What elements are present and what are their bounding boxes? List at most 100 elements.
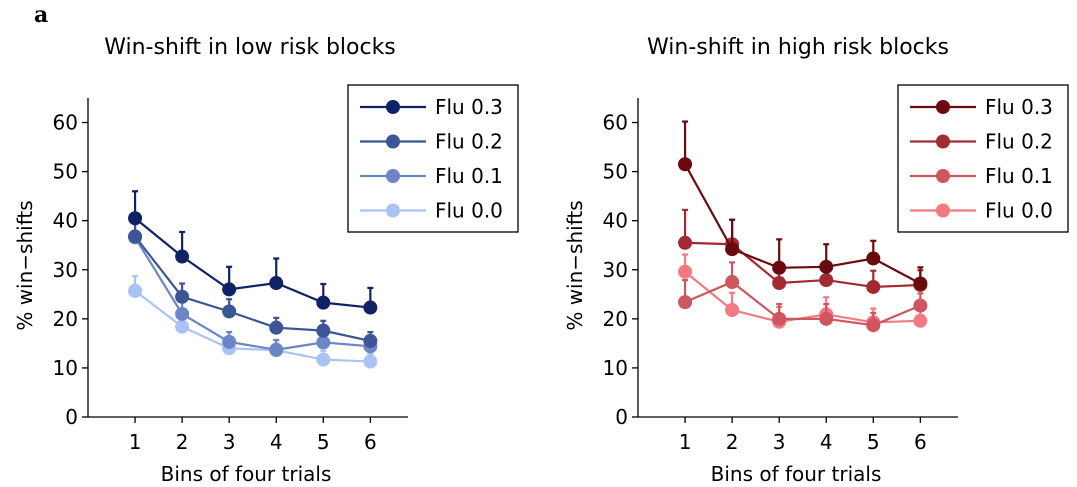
- data-point: [866, 318, 881, 333]
- series-line: [684, 163, 921, 285]
- y-tick-label: 30: [53, 258, 78, 282]
- series-line: [685, 241, 921, 289]
- data-point: [269, 276, 284, 291]
- data-point: [363, 300, 378, 315]
- legend-marker: [386, 134, 400, 149]
- legend-label: Flu 0.1: [985, 164, 1053, 188]
- x-tick-label: 3: [223, 430, 236, 454]
- x-axis-label: Bins of four trials: [711, 462, 882, 486]
- x-tick-label: 1: [679, 430, 692, 454]
- data-point: [363, 354, 378, 369]
- legend-box: [897, 84, 1069, 233]
- y-tick-label: 30: [603, 258, 628, 282]
- data-point: [725, 242, 740, 257]
- data-point: [175, 249, 190, 264]
- y-tick-label: 10: [53, 356, 78, 380]
- y-tick-label: 60: [603, 111, 628, 135]
- legend: Flu 0.3 Flu 0.2 Flu 0.1 Flu 0.0: [347, 84, 519, 233]
- legend-entry: Flu 0.1: [910, 164, 1053, 188]
- data-point: [913, 276, 928, 291]
- data-point: [819, 259, 834, 274]
- data-point: [678, 157, 693, 172]
- x-tick-label: 3: [773, 430, 786, 454]
- data-point: [678, 264, 693, 279]
- data-point: [678, 235, 693, 250]
- legend-marker: [386, 169, 400, 183]
- legend-label: Flu 0.2: [435, 130, 503, 154]
- data-point: [316, 323, 331, 338]
- legend-label: Flu 0.0: [985, 199, 1053, 223]
- data-point: [772, 311, 787, 326]
- data-point: [269, 342, 284, 357]
- legend-entry: Flu 0.3: [910, 95, 1053, 119]
- y-axis-label: % win−shifts: [563, 200, 587, 330]
- data-point: [725, 275, 740, 290]
- chart-high-risk: Win-shift in high risk blocks 0 10 20 30 40 50…: [563, 35, 1069, 486]
- data-point: [128, 211, 143, 226]
- series-line: [684, 280, 921, 327]
- data-point: [128, 229, 143, 244]
- x-axis-label: Bins of four trials: [161, 462, 332, 486]
- data-point: [678, 295, 693, 310]
- x-tick-label: 2: [176, 430, 189, 454]
- legend-entry: Flu 0.1: [360, 164, 503, 188]
- x-tick-label: 6: [914, 430, 927, 454]
- series-line: [134, 217, 371, 309]
- panel-label: a: [34, 2, 49, 28]
- x-tick-label: 5: [317, 430, 330, 454]
- series-flu-0-2: [128, 215, 378, 348]
- chart-title: Win-shift in high risk blocks: [647, 35, 949, 60]
- data-point: [316, 352, 331, 367]
- data-point: [269, 320, 284, 335]
- data-point: [175, 306, 190, 321]
- legend-entry: Flu 0.3: [360, 95, 503, 119]
- legend-label: Flu 0.3: [435, 95, 503, 119]
- data-point: [316, 295, 331, 310]
- y-tick-label: 20: [53, 307, 78, 331]
- data-point: [222, 304, 237, 319]
- series-flu-0-2: [678, 208, 928, 294]
- data-point: [772, 276, 787, 291]
- series-line: [684, 270, 921, 324]
- legend-entry: Flu 0.0: [910, 199, 1053, 223]
- legend-label: Flu 0.0: [435, 199, 503, 223]
- y-tick-label: 0: [65, 405, 78, 429]
- legend-box: [347, 84, 519, 233]
- x-tick-label: 1: [129, 430, 142, 454]
- legend-entry: Flu 0.2: [360, 130, 503, 154]
- data-point: [128, 283, 143, 298]
- y-tick-label: 50: [603, 160, 628, 184]
- series-line: [134, 235, 371, 343]
- legend-entry: Flu 0.0: [360, 199, 503, 223]
- series-flu-0-1: [128, 219, 378, 357]
- y-tick-label: 40: [53, 209, 78, 233]
- legend-marker: [386, 203, 400, 218]
- data-point: [819, 311, 834, 326]
- x-tick-label: 2: [726, 430, 739, 454]
- series-flu-0-3: [678, 120, 928, 291]
- y-tick-label: 10: [603, 356, 628, 380]
- y-tick-label: 0: [615, 405, 628, 429]
- legend-label: Flu 0.3: [985, 95, 1053, 119]
- series-flu-0-1: [678, 261, 928, 333]
- x-tick-label: 4: [270, 430, 283, 454]
- legend-label: Flu 0.1: [435, 164, 503, 188]
- x-tick-label: 6: [364, 430, 377, 454]
- data-point: [363, 333, 378, 348]
- y-tick-label: 40: [603, 209, 628, 233]
- x-tick-label: 5: [867, 430, 880, 454]
- series-flu-0-3: [128, 190, 378, 315]
- data-point: [316, 335, 331, 350]
- series-line: [134, 289, 371, 363]
- data-point: [866, 279, 881, 294]
- data-point: [913, 313, 928, 328]
- data-point: [819, 273, 834, 288]
- legend-marker: [936, 100, 950, 114]
- data-point: [175, 289, 190, 304]
- legend-marker: [936, 169, 950, 183]
- legend-label: Flu 0.2: [985, 130, 1053, 154]
- legend: Flu 0.3 Flu 0.2 Flu 0.1 Flu 0.0: [897, 84, 1069, 233]
- data-point: [913, 298, 928, 313]
- y-tick-label: 50: [53, 160, 78, 184]
- y-tick-label: 60: [53, 111, 78, 135]
